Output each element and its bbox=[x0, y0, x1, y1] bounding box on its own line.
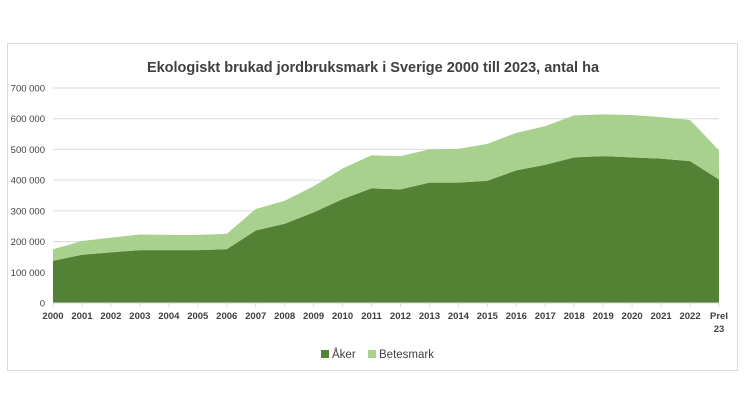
legend-label-betesmark: Betesmark bbox=[379, 349, 434, 361]
x-tick-label: 2007 bbox=[245, 311, 266, 322]
x-tick-label: 2021 bbox=[651, 311, 673, 322]
y-tick-label: 500 000 bbox=[11, 145, 45, 156]
y-axis-ticks: 0 100 000 200 000 300 000 400 000 500 000 600 … bbox=[11, 84, 45, 310]
x-tick-label: 2012 bbox=[390, 311, 411, 322]
x-tick-label: 2016 bbox=[506, 311, 527, 322]
x-tick-label-line2: 23 bbox=[714, 324, 725, 335]
y-tick-label: 200 000 bbox=[11, 237, 45, 248]
x-tick-label: 2015 bbox=[477, 311, 499, 322]
area-series-betesmark bbox=[53, 114, 719, 261]
x-tick-label: 2003 bbox=[129, 311, 150, 322]
legend-swatch-aker bbox=[321, 350, 329, 358]
x-tick-label: 2010 bbox=[332, 311, 353, 322]
x-tick-label: 2017 bbox=[535, 311, 556, 322]
y-tick-label: 700 000 bbox=[11, 84, 45, 95]
y-tick-label: 600 000 bbox=[11, 114, 45, 125]
area-series-aker bbox=[53, 156, 719, 303]
x-tick-label: 2001 bbox=[71, 311, 93, 322]
x-tick-label: 2000 bbox=[42, 311, 63, 322]
legend: Åker Betesmark bbox=[321, 348, 434, 361]
y-tick-label: 100 000 bbox=[11, 268, 45, 279]
x-tick-label: Prel bbox=[710, 311, 728, 322]
axes bbox=[52, 302, 720, 307]
y-tick-label: 0 bbox=[40, 299, 45, 310]
x-tick-label: 2002 bbox=[100, 311, 121, 322]
x-tick-label: 2013 bbox=[419, 311, 440, 322]
x-tick-label: 2004 bbox=[158, 311, 180, 322]
y-tick-label: 300 000 bbox=[11, 206, 45, 217]
x-tick-label: 2011 bbox=[361, 311, 382, 322]
plot-area bbox=[53, 114, 719, 303]
x-tick-label: 2006 bbox=[216, 311, 237, 322]
x-tick-label: 2009 bbox=[303, 311, 324, 322]
legend-label-aker: Åker bbox=[332, 348, 356, 361]
x-tick-label: 2014 bbox=[448, 311, 470, 322]
x-tick-label: 2020 bbox=[622, 311, 643, 322]
chart-title: Ekologiskt brukad jordbruksmark i Sverig… bbox=[147, 60, 600, 76]
x-tick-label: 2019 bbox=[593, 311, 614, 322]
x-axis-ticks: 2000 2001 2002 2003 2004 2005 2006 2007 2008 2009… bbox=[42, 311, 728, 335]
x-tick-label: 2018 bbox=[564, 311, 585, 322]
x-tick-label: 2005 bbox=[187, 311, 209, 322]
legend-swatch-betesmark bbox=[368, 350, 376, 358]
x-tick-label: 2022 bbox=[679, 311, 700, 322]
y-tick-label: 400 000 bbox=[11, 176, 45, 187]
x-tick-label: 2008 bbox=[274, 311, 295, 322]
